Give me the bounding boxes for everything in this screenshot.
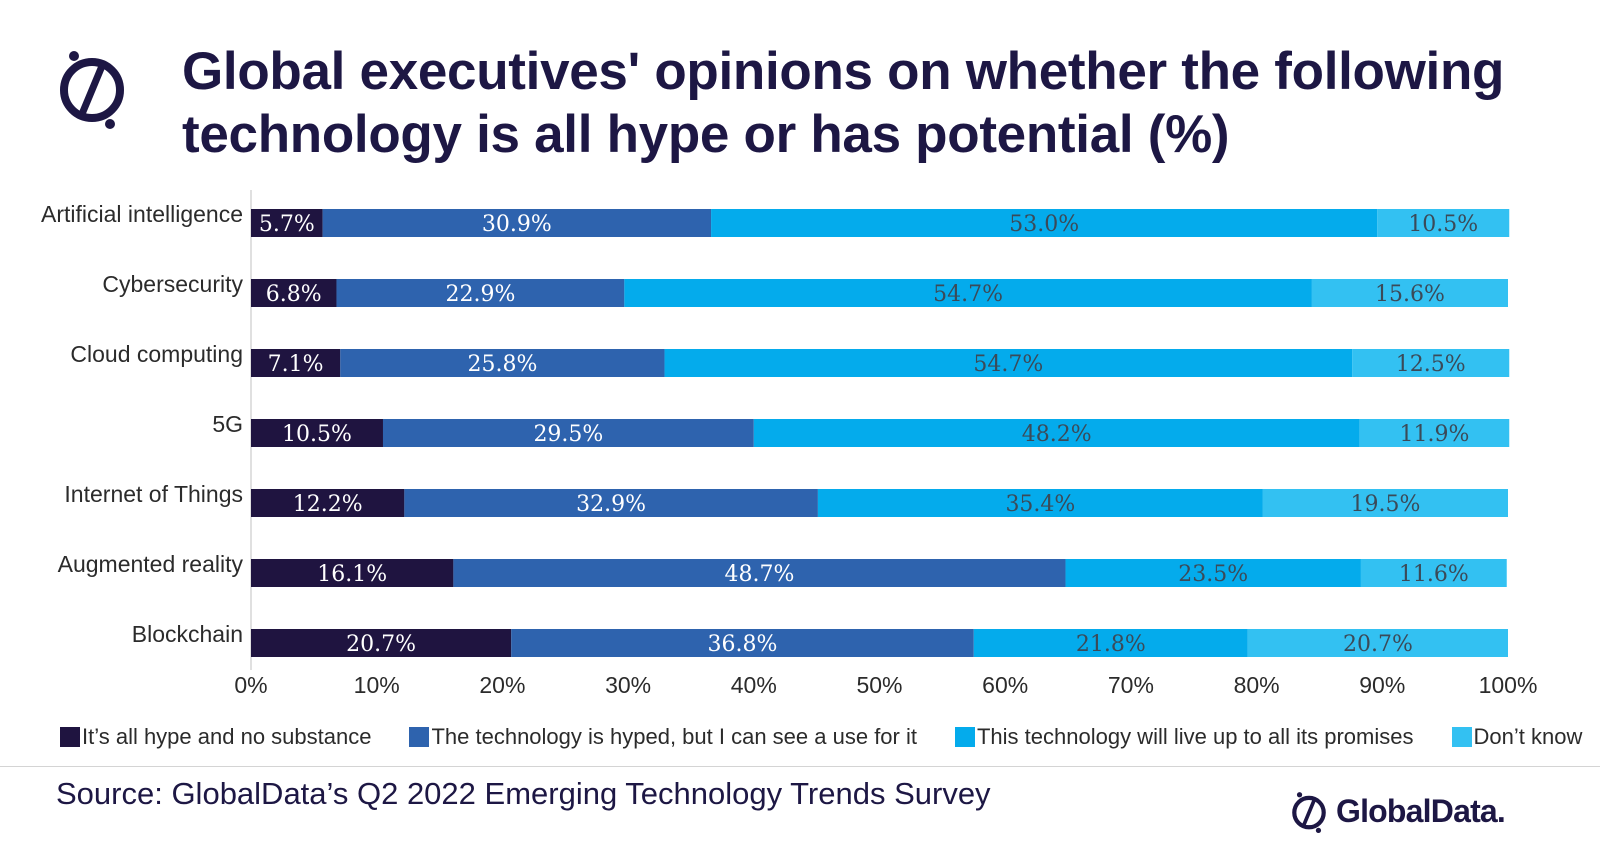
value-label-internet-of-things-s1: 12.2% bbox=[293, 492, 363, 517]
bar-segment-augmented-reality-s1 bbox=[251, 559, 454, 587]
bar-segment-cybersecurity-s4 bbox=[1311, 279, 1508, 307]
value-label-augmented-reality-s3: 23.5% bbox=[1178, 562, 1248, 587]
value-label-cloud-computing-s2: 25.8% bbox=[467, 352, 537, 377]
category-label-augmented-reality: Augmented reality bbox=[58, 551, 244, 577]
bar-segment-augmented-reality-s2 bbox=[453, 559, 1066, 587]
bar-segment-internet-of-things-s4 bbox=[1262, 489, 1508, 517]
value-label-cybersecurity-s1: 6.8% bbox=[266, 282, 322, 307]
value-label-blockchain-s4: 20.7% bbox=[1343, 632, 1413, 657]
value-label-augmented-reality-s2: 48.7% bbox=[725, 562, 795, 587]
bar-segment-blockchain-s3 bbox=[973, 629, 1248, 657]
value-label-augmented-reality-s1: 16.1% bbox=[317, 562, 387, 587]
bar-segment-cloud-computing-s4 bbox=[1352, 349, 1510, 377]
value-label-artificial-intelligence-s3: 53.0% bbox=[1009, 212, 1079, 237]
legend-item-4: Don’t know bbox=[1451, 724, 1583, 750]
category-label-internet-of-things: Internet of Things bbox=[64, 481, 243, 507]
value-label-blockchain-s3: 21.8% bbox=[1076, 632, 1146, 657]
value-label-cloud-computing-s4: 12.5% bbox=[1396, 352, 1466, 377]
category-label-5g: 5G bbox=[212, 411, 243, 437]
bar-segment-5g-s1 bbox=[251, 419, 383, 447]
value-label-internet-of-things-s3: 35.4% bbox=[1005, 492, 1075, 517]
x-tick-label: 20% bbox=[479, 672, 525, 698]
x-tick-label: 100% bbox=[1479, 672, 1538, 698]
x-tick-label: 40% bbox=[731, 672, 777, 698]
value-label-blockchain-s2: 36.8% bbox=[708, 632, 778, 657]
value-label-augmented-reality-s4: 11.6% bbox=[1399, 562, 1469, 587]
x-tick-label: 0% bbox=[234, 672, 267, 698]
brand-name: GlobalData. bbox=[1336, 792, 1506, 829]
legend-item-1: It’s all hype and no substance bbox=[60, 724, 371, 750]
value-label-cybersecurity-s2: 22.9% bbox=[445, 282, 515, 307]
bar-segment-blockchain-s1 bbox=[251, 629, 512, 657]
legend-label: Don’t know bbox=[1473, 724, 1583, 749]
x-tick-label: 10% bbox=[354, 672, 400, 698]
bar-segment-5g-s2 bbox=[382, 419, 754, 447]
value-label-artificial-intelligence-s4: 10.5% bbox=[1408, 212, 1478, 237]
x-tick-label: 50% bbox=[856, 672, 902, 698]
bar-segment-cybersecurity-s2 bbox=[336, 279, 625, 307]
bars-group bbox=[251, 209, 1510, 657]
brand-logo: GlobalData. bbox=[1288, 786, 1506, 836]
value-label-cybersecurity-s4: 15.6% bbox=[1375, 282, 1445, 307]
category-label-cybersecurity: Cybersecurity bbox=[102, 271, 243, 297]
bar-segment-cloud-computing-s1 bbox=[251, 349, 341, 377]
value-labels-group: 5.7% 30.9% 53.0% 10.5% 6.8% 22.9% 54.7% 15.6% 7.… bbox=[259, 212, 1478, 657]
bar-segment-5g-s3 bbox=[753, 419, 1360, 447]
x-tick-label: 90% bbox=[1359, 672, 1405, 698]
globaldata-logo-icon bbox=[60, 51, 124, 129]
value-label-5g-s4: 11.9% bbox=[1400, 422, 1470, 447]
value-label-artificial-intelligence-s1: 5.7% bbox=[259, 212, 315, 237]
value-label-internet-of-things-s4: 19.5% bbox=[1350, 492, 1420, 517]
bar-segment-cybersecurity-s3 bbox=[624, 279, 1312, 307]
value-label-internet-of-things-s2: 32.9% bbox=[576, 492, 646, 517]
value-label-cybersecurity-s3: 54.7% bbox=[933, 282, 1003, 307]
category-label-blockchain: Blockchain bbox=[132, 621, 243, 647]
value-label-5g-s3: 48.2% bbox=[1022, 422, 1092, 447]
bar-segment-blockchain-s2 bbox=[511, 629, 974, 657]
legend: It’s all hype and no substance The techno… bbox=[60, 722, 1582, 752]
bar-segment-artificial-intelligence-s4 bbox=[1377, 209, 1510, 237]
source-note: Source: GlobalData’s Q2 2022 Emerging Te… bbox=[56, 776, 991, 811]
chart-title: Global executives' opinions on whether t… bbox=[182, 42, 1505, 164]
bar-segment-cloud-computing-s2 bbox=[340, 349, 665, 377]
bar-segment-internet-of-things-s1 bbox=[251, 489, 405, 517]
value-label-5g-s1: 10.5% bbox=[282, 422, 352, 447]
value-label-5g-s2: 29.5% bbox=[533, 422, 603, 447]
legend-swatch bbox=[60, 727, 80, 747]
bar-segment-internet-of-things-s3 bbox=[817, 489, 1263, 517]
legend-swatch bbox=[1451, 727, 1472, 747]
legend-label: The technology is hyped, but I can see a… bbox=[431, 724, 917, 749]
legend-swatch bbox=[954, 727, 975, 747]
stacked-bar-chart: 5.7% 30.9% 53.0% 10.5% 6.8% 22.9% 54.7% 15.6% 7.… bbox=[41, 190, 1537, 698]
globaldata-logo-icon bbox=[1292, 792, 1326, 834]
bar-segment-artificial-intelligence-s3 bbox=[711, 209, 1378, 237]
bar-segment-blockchain-s4 bbox=[1247, 629, 1508, 657]
category-label-cloud-computing: Cloud computing bbox=[70, 341, 243, 367]
bar-segment-5g-s4 bbox=[1359, 419, 1510, 447]
legend-label: It’s all hype and no substance bbox=[82, 724, 372, 749]
x-tick-label: 60% bbox=[982, 672, 1028, 698]
bar-segment-internet-of-things-s2 bbox=[404, 489, 818, 517]
value-label-artificial-intelligence-s2: 30.9% bbox=[482, 212, 552, 237]
bar-segment-artificial-intelligence-s2 bbox=[322, 209, 712, 237]
value-label-cloud-computing-s3: 54.7% bbox=[973, 352, 1043, 377]
bar-segment-cybersecurity-s1 bbox=[251, 279, 337, 307]
x-tick-label: 80% bbox=[1234, 672, 1280, 698]
footer-divider bbox=[0, 766, 1600, 767]
legend-label: This technology will live up to all its … bbox=[976, 724, 1414, 749]
bar-segment-cloud-computing-s3 bbox=[664, 349, 1353, 377]
legend-item-2: The technology is hyped, but I can see a… bbox=[409, 724, 917, 750]
bar-segment-augmented-reality-s3 bbox=[1065, 559, 1361, 587]
x-axis-ticks-group: 0% 10% 20% 30% 40% 50% 60% 70% 80% 90% 100% bbox=[234, 672, 1537, 698]
value-label-cloud-computing-s1: 7.1% bbox=[268, 352, 324, 377]
legend-swatch bbox=[409, 727, 430, 747]
legend-item-3: This technology will live up to all its … bbox=[954, 724, 1414, 750]
category-labels-group: Artificial intelligence Cybersecurity Clou… bbox=[41, 201, 243, 647]
bar-segment-artificial-intelligence-s1 bbox=[251, 209, 323, 237]
category-label-artificial-intelligence: Artificial intelligence bbox=[41, 201, 243, 227]
x-tick-label: 70% bbox=[1108, 672, 1154, 698]
x-tick-label: 30% bbox=[605, 672, 651, 698]
value-label-blockchain-s1: 20.7% bbox=[346, 632, 416, 657]
bar-segment-augmented-reality-s4 bbox=[1360, 559, 1507, 587]
